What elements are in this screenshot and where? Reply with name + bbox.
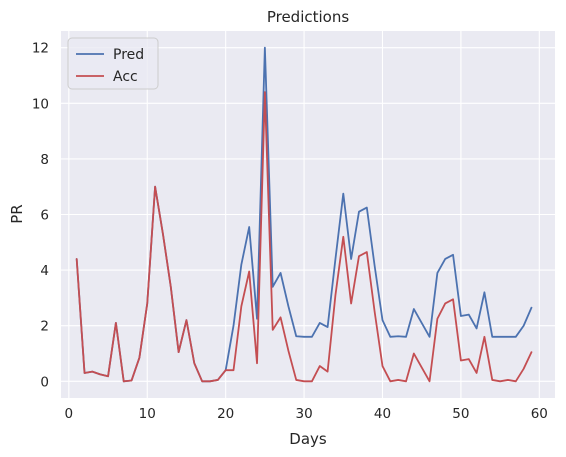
y-tick-label: 8 [40, 152, 49, 168]
x-tick-label: 0 [65, 406, 74, 422]
y-tick-label: 4 [40, 263, 49, 279]
y-tick-label: 12 [32, 41, 49, 57]
x-tick-label: 40 [374, 406, 391, 422]
legend: Pred Acc [67, 37, 159, 90]
x-tick-label: 60 [531, 406, 548, 422]
x-tick-label: 20 [217, 406, 234, 422]
y-tick-label: 2 [40, 319, 49, 335]
x-tick-label: 10 [139, 406, 156, 422]
x-tick-label: 30 [295, 406, 312, 422]
y-tick-label: 10 [32, 96, 49, 112]
x-tick-label: 50 [452, 406, 469, 422]
y-tick-label: 0 [40, 374, 49, 390]
y-axis-label: PR [8, 204, 26, 223]
legend-label-acc: Acc [113, 69, 138, 85]
series-layer [75, 46, 533, 383]
legend-label-pred: Pred [113, 47, 144, 63]
series-line-acc [75, 91, 533, 383]
y-tick-label: 6 [40, 208, 49, 224]
y-axis-ticks: 0 2 4 6 8 10 12 [32, 41, 49, 391]
x-axis-ticks: 0 10 20 30 40 50 60 [65, 406, 548, 422]
x-axis-label: Days [289, 430, 327, 448]
chart-title: Predictions [267, 8, 350, 26]
